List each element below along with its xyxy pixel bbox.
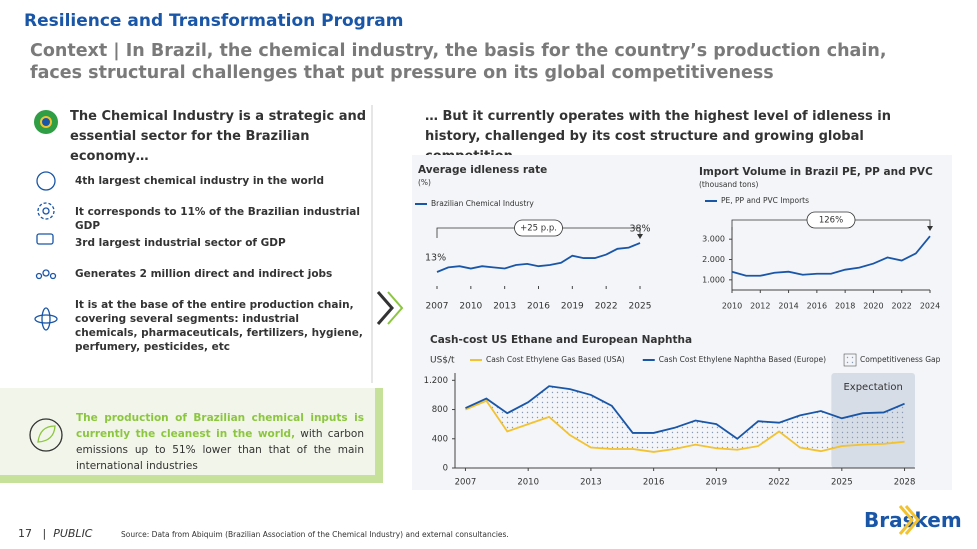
y-tick-label: 0 (443, 464, 448, 474)
page-number: 17 (18, 527, 32, 540)
x-tick-label: 2018 (835, 302, 855, 311)
y-tick-label: 3.000 (702, 235, 725, 244)
legend-label: PE, PP and PVC Imports (721, 196, 809, 205)
fact: It is at the base of the entire producti… (75, 299, 363, 353)
legend-label: Competitiveness Gap (860, 355, 941, 364)
x-tick-label: 2025 (629, 302, 652, 312)
x-tick-label: 2022 (768, 478, 790, 488)
legend-swatch (843, 353, 857, 367)
x-tick-label: 2016 (527, 302, 550, 312)
y-tick-label: 1.000 (702, 275, 725, 284)
classification: PUBLIC (53, 527, 93, 540)
slide-title: Context | In Brazil, the chemical indust… (30, 41, 887, 83)
left-heading: The Chemical Industry is a strategic and… (70, 109, 367, 164)
x-tick-label: 2020 (863, 302, 883, 311)
series-line (731, 235, 931, 277)
x-tick-label: 2007 (426, 302, 449, 312)
x-tick-label: 2025 (831, 478, 853, 488)
competitiveness-gap (465, 386, 905, 452)
x-tick-label: 2016 (643, 478, 665, 488)
icons (29, 110, 920, 535)
annotation-arrow (637, 234, 643, 239)
callout-box (0, 388, 383, 483)
y-tick-label: 800 (432, 405, 448, 415)
series-line (465, 385, 905, 440)
legend-label: Cash Cost Ethylene Naphtha Based (Europe… (659, 355, 826, 364)
series-line (436, 242, 641, 273)
y-tick-label: 1.200 (424, 376, 448, 386)
y-axis-label: US$/t (430, 356, 455, 366)
fact: 4th largest chemical industry in the wor… (75, 175, 325, 187)
chart-title: Average idleness rate (418, 164, 547, 176)
program-title: Resilience and Transformation Program (24, 11, 404, 31)
x-tick-label: 2010 (722, 302, 742, 311)
annotation: +25 p.p. (520, 224, 557, 234)
x-tick-label: 2028 (894, 478, 916, 488)
legend-label: Cash Cost Ethylene Gas Based (USA) (486, 355, 625, 364)
fact: It corresponds to 11% of the Brazilian i… (75, 206, 360, 232)
callout-body: with carbon emissions up to 51% lower th… (76, 428, 364, 472)
expectation-label: Expectation (843, 382, 902, 393)
footer: 17 | PUBLIC (18, 527, 93, 540)
x-tick-label: 2016 (807, 302, 827, 311)
x-tick-label: 2007 (455, 478, 477, 488)
x-tick-label: 2010 (459, 302, 482, 312)
x-tick-label: 2019 (561, 302, 584, 312)
annotation-arrow (927, 226, 933, 231)
callout-text: The production of Brazilian chemical inp… (76, 410, 364, 474)
chart-title: Import Volume in Brazil PE, PP and PVC (699, 166, 933, 178)
annotation-box (514, 219, 563, 237)
source: Source: Data from Abiquim (Brazilian Ass… (121, 530, 509, 539)
x-tick-label: 2014 (778, 302, 798, 311)
x-tick-label: 2010 (517, 478, 539, 488)
annotation: 126% (819, 216, 843, 226)
annotation-box (806, 211, 856, 229)
x-tick-label: 2012 (750, 302, 770, 311)
x-tick-label: 2024 (920, 302, 940, 311)
chart-subtitle: (thousand tons) (699, 180, 759, 189)
x-tick-label: 2022 (595, 302, 618, 312)
series-line (465, 399, 905, 453)
fact: 3rd largest industrial sector of GDP (75, 237, 286, 249)
x-tick-label: 2019 (706, 478, 728, 488)
x-tick-label: 2022 (892, 302, 912, 311)
y-tick-label: 400 (432, 434, 448, 444)
legend-label: Brazilian Chemical Industry (431, 199, 534, 208)
data-label: 13% (425, 253, 446, 264)
y-tick-label: 2.000 (702, 255, 725, 264)
callout-highlight: The production of Brazilian chemical inp… (76, 412, 364, 440)
chart-title: Cash-cost US Ethane and European Naphtha (430, 334, 692, 346)
fact: Generates 2 million direct and indirect … (75, 268, 333, 280)
chart-subtitle: (%) (418, 178, 431, 187)
x-tick-label: 2013 (580, 478, 602, 488)
x-tick-label: 2013 (493, 302, 516, 312)
